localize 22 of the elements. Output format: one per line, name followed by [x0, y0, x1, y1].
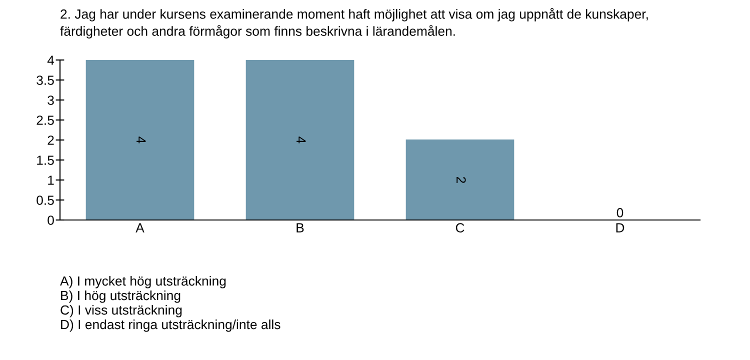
y-tick-label: 0 — [48, 216, 54, 225]
y-tick-label: 2.5 — [36, 116, 54, 125]
text: D) I endast ringa utsträckning/inte alls — [61, 320, 280, 332]
y-tick-label: 3 — [48, 96, 54, 105]
y-tick-label: 1 — [48, 176, 54, 185]
text: B) I hög utsträckning — [61, 290, 180, 303]
text: A) I mycket hög utsträckning — [60, 276, 226, 288]
x-tick-label: A — [136, 223, 144, 232]
chart-title: 2. Jag har under kursens examinerande moment haft möjlighet att visa om jag uppnått de kunskaper, färdigheter och andra förmågor som finns beskrivna i lärandemålen. — [60, 8, 648, 38]
text: C) I viss utsträckning — [60, 305, 182, 318]
data-label: 4 — [136, 136, 146, 144]
y-tick-label: 1.5 — [37, 156, 54, 165]
x-tick-label: D — [616, 223, 624, 232]
data-label: 4 — [296, 136, 306, 144]
y-tick-label: 2 — [48, 136, 54, 145]
x-tick-label: B — [296, 223, 304, 232]
y-tick-label: 4 — [47, 56, 54, 65]
x-tick-label: C — [456, 223, 464, 232]
y-tick-label: 3.5 — [36, 76, 54, 85]
data-label: 2 — [456, 176, 466, 184]
data-label: 0 — [616, 208, 624, 218]
y-tick-label: 0.5 — [36, 196, 54, 205]
